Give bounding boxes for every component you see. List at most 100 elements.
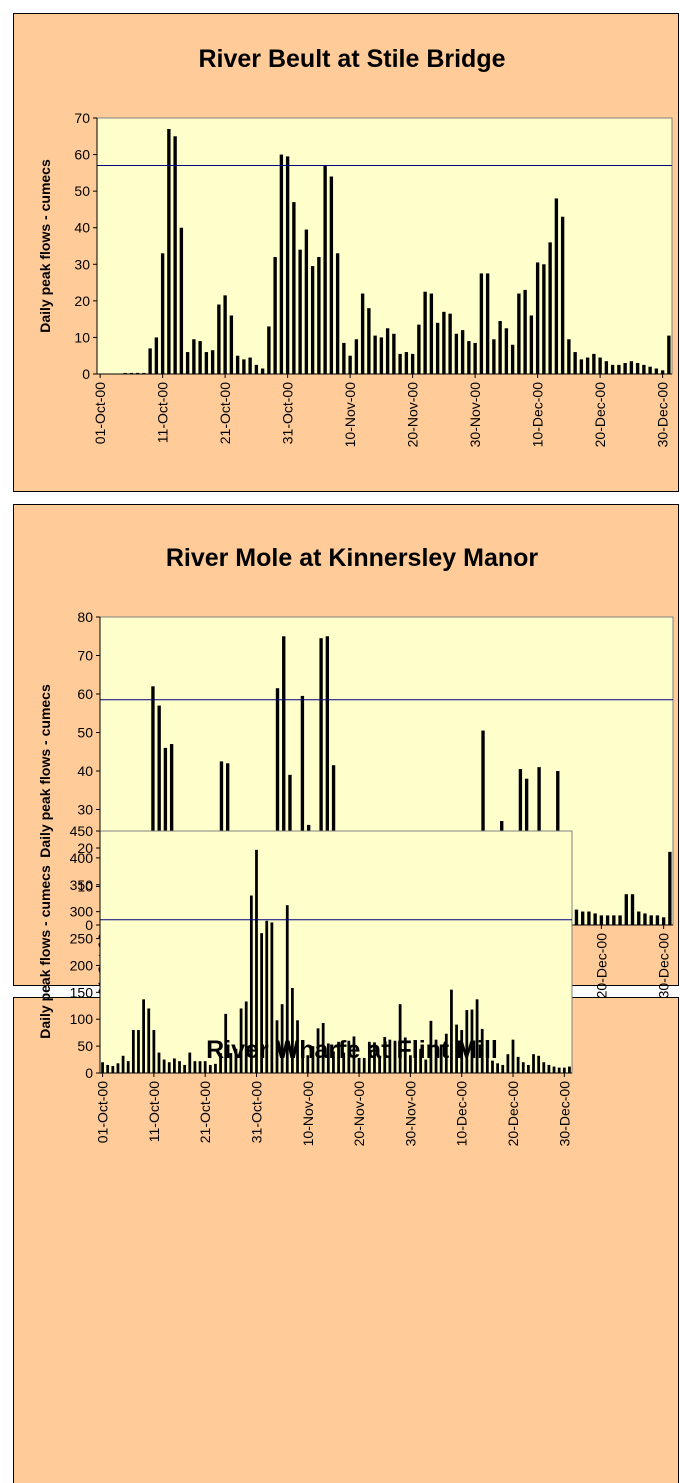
bar: [260, 368, 265, 374]
bar: [529, 315, 534, 374]
y-tick-label: 10: [77, 879, 93, 895]
bar: [147, 1008, 151, 1073]
y-tick-label: 250: [70, 931, 94, 947]
bar: [292, 202, 296, 374]
bar: [116, 1063, 120, 1073]
bar: [454, 333, 459, 374]
bar: [280, 1004, 284, 1073]
bar: [419, 1048, 423, 1073]
bar: [414, 1041, 417, 1073]
bar: [501, 1064, 505, 1073]
bar: [450, 989, 453, 1073]
bar: [629, 361, 634, 374]
bar: [642, 364, 646, 374]
bar: [210, 350, 215, 374]
bar: [244, 1001, 248, 1073]
plot-area: [96, 117, 673, 375]
bar: [511, 1039, 515, 1073]
panel: [13, 997, 679, 1483]
bar: [279, 154, 284, 374]
bar: [265, 920, 269, 1073]
bar: [496, 1063, 499, 1073]
bar: [167, 1062, 171, 1073]
bar: [173, 1058, 176, 1073]
bar: [557, 1067, 561, 1073]
bar: [383, 1036, 387, 1073]
y-tick-label: 100: [70, 1011, 94, 1027]
y-tick-label: 150: [70, 984, 94, 1000]
y-tick-label: 60: [74, 147, 90, 163]
bar: [661, 917, 666, 925]
y-axis-label: Daily peak flows - cumecs: [37, 865, 53, 1039]
bar: [523, 289, 527, 374]
bar: [579, 359, 584, 374]
bar: [552, 1066, 556, 1073]
bar: [229, 1053, 233, 1073]
chart-title: River Mole at Kinnersley Manor: [166, 544, 539, 572]
y-tick-label: 400: [70, 850, 94, 866]
bar: [214, 1063, 217, 1073]
bar: [373, 335, 377, 374]
bar: [417, 324, 421, 374]
bar: [121, 1055, 125, 1073]
bar: [185, 352, 190, 374]
bar: [574, 909, 579, 925]
bar: [460, 330, 465, 374]
bar: [317, 256, 321, 374]
bar: [285, 905, 289, 1073]
bar: [173, 136, 177, 374]
bar: [367, 1041, 371, 1073]
bar: [111, 1066, 115, 1073]
x-tick-label: 30-Dec-00: [556, 1081, 572, 1147]
bar: [467, 341, 471, 374]
x-tick-label: 21-Oct-00: [217, 382, 233, 444]
bar: [198, 1061, 202, 1073]
bar: [648, 366, 652, 374]
bar: [154, 337, 159, 374]
bar: [637, 911, 641, 925]
x-tick-label: 20-Dec-00: [505, 1081, 521, 1147]
bar: [360, 293, 365, 374]
bar: [332, 1051, 335, 1073]
bar: [537, 1055, 541, 1073]
bar: [282, 636, 286, 925]
bar: [311, 1046, 315, 1073]
bar: [219, 1053, 222, 1073]
bar: [142, 372, 146, 374]
bar: [480, 1028, 484, 1073]
bar: [547, 1064, 551, 1073]
bar: [192, 339, 196, 374]
bar: [444, 1033, 448, 1073]
bar: [521, 1062, 525, 1073]
bar: [654, 368, 659, 374]
bar: [485, 1052, 489, 1073]
bar: [248, 357, 252, 374]
bar: [275, 688, 280, 925]
x-tick-label: 10-Dec-00: [454, 1081, 470, 1147]
bar: [448, 313, 452, 374]
bar: [298, 249, 302, 374]
bar: [398, 1004, 402, 1073]
x-tick-label: 10-Dec-00: [530, 382, 546, 448]
chart-title: River Beult at Stile Bridge: [198, 45, 505, 73]
y-tick-label: 50: [77, 725, 93, 741]
bar: [593, 913, 597, 925]
bar: [362, 1057, 366, 1073]
bar: [326, 1043, 330, 1073]
bar: [126, 1061, 130, 1073]
bar: [224, 1013, 228, 1073]
x-tick-label: 11-Oct-00: [155, 382, 171, 443]
bar: [357, 1057, 361, 1073]
bar: [198, 341, 202, 374]
bar: [392, 333, 396, 374]
bar: [123, 372, 127, 374]
bar: [137, 1029, 140, 1073]
bar: [223, 295, 227, 374]
bar: [204, 352, 209, 374]
bar: [410, 353, 415, 374]
x-tick-label: 30-Nov-00: [402, 1081, 418, 1147]
bar: [618, 915, 622, 925]
x-tick-label: 01-Oct-00: [95, 1081, 111, 1143]
bar: [203, 1061, 207, 1073]
bar: [101, 1062, 104, 1073]
